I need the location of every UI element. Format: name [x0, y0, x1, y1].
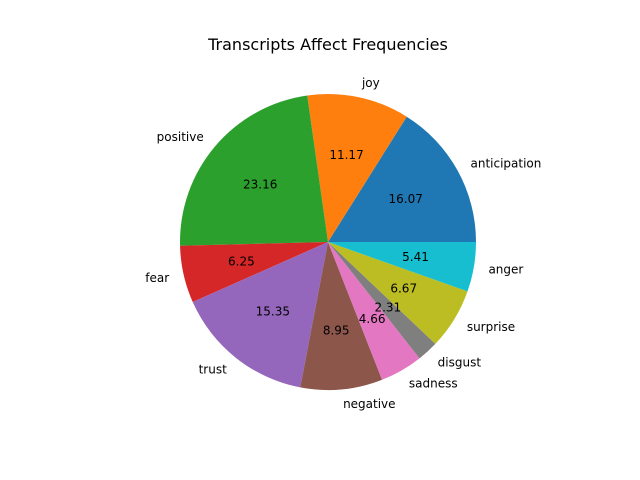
slice-disgust [328, 242, 436, 359]
slice-negative [300, 242, 383, 390]
value-label-anger: 5.41 [402, 250, 429, 264]
slice-positive [180, 95, 328, 246]
slice-fear [180, 242, 328, 303]
value-label-sadness: 4.66 [359, 312, 386, 326]
category-label-surprise: surprise [467, 320, 515, 334]
slice-surprise [328, 242, 468, 344]
pie-slices [180, 94, 476, 390]
value-label-fear: 6.25 [228, 255, 255, 269]
value-label-surprise: 6.67 [390, 281, 417, 295]
slice-trust [192, 242, 328, 388]
value-label-joy: 11.17 [329, 148, 363, 162]
category-labels: anticipation joy positive fear trust negative… [145, 76, 541, 411]
value-label-trust: 15.35 [256, 305, 290, 319]
category-label-anger: anger [488, 263, 523, 277]
category-label-disgust: disgust [438, 355, 482, 369]
category-label-sadness: sadness [409, 376, 458, 390]
value-label-anticipation: 16.07 [389, 192, 423, 206]
slice-anticipation [328, 116, 476, 242]
category-label-trust: trust [199, 363, 227, 377]
slice-sadness [328, 242, 420, 380]
category-label-anticipation: anticipation [470, 156, 541, 170]
value-label-disgust: 2.31 [374, 301, 401, 315]
category-label-negative: negative [343, 397, 395, 411]
value-label-positive: 23.16 [243, 178, 277, 192]
value-labels: 16.07 11.17 23.16 6.25 15.35 8.95 4.662.31 6.67… [228, 148, 429, 337]
category-label-positive: positive [157, 130, 204, 144]
slice-anger [328, 242, 476, 292]
category-label-joy: joy [361, 76, 380, 90]
category-label-fear: fear [145, 271, 169, 285]
value-label-negative: 8.95 [323, 323, 350, 337]
slice-joy [307, 94, 407, 242]
chart-title: Transcripts Affect Frequencies [207, 35, 448, 54]
